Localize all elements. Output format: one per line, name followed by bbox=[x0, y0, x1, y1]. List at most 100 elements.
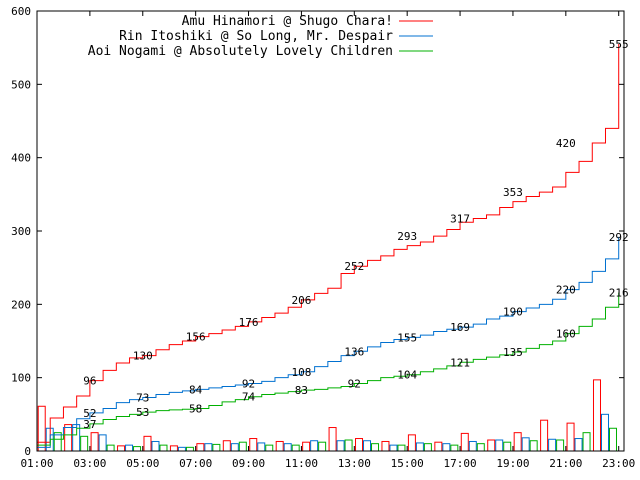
legend: Amu Hinamori @ Shugo Chara!Rin Itoshiki … bbox=[88, 14, 433, 59]
y-tick-label: 200 bbox=[11, 298, 31, 311]
bar bbox=[389, 444, 398, 452]
bar bbox=[159, 444, 168, 452]
data-label: 420 bbox=[556, 137, 576, 150]
bar bbox=[106, 444, 115, 452]
bar bbox=[407, 434, 416, 452]
bar bbox=[117, 445, 126, 452]
bar bbox=[415, 442, 424, 452]
bar bbox=[151, 440, 160, 452]
x-tick-label: 19:00 bbox=[496, 457, 529, 470]
bar bbox=[291, 444, 300, 452]
series-line bbox=[37, 236, 620, 448]
bar bbox=[275, 440, 284, 452]
bar bbox=[212, 443, 221, 452]
y-tick-label: 400 bbox=[11, 152, 31, 165]
data-label: 176 bbox=[239, 316, 259, 329]
data-label: 130 bbox=[133, 350, 153, 363]
bar bbox=[37, 405, 46, 452]
data-label: 92 bbox=[242, 378, 255, 391]
bar bbox=[328, 427, 337, 452]
bar bbox=[556, 439, 565, 452]
bar bbox=[521, 437, 530, 452]
bar bbox=[302, 441, 311, 452]
y-tick-label: 600 bbox=[11, 5, 31, 18]
bar bbox=[336, 440, 345, 452]
bar bbox=[249, 438, 258, 452]
data-label: 92 bbox=[348, 378, 361, 391]
axes-layer: 0 100 200 300 400 500 600 01:00 03:00 05:00 07:00 0… bbox=[11, 5, 635, 470]
bar bbox=[540, 419, 549, 452]
data-label: 135 bbox=[503, 346, 523, 359]
bar bbox=[265, 444, 274, 452]
data-label: 216 bbox=[609, 287, 629, 300]
data-label: 220 bbox=[556, 284, 576, 297]
bar bbox=[442, 443, 451, 452]
data-label: 83 bbox=[295, 384, 308, 397]
bar bbox=[257, 442, 266, 452]
bar bbox=[98, 434, 107, 452]
y-tick-label: 0 bbox=[24, 445, 31, 458]
bar bbox=[283, 443, 292, 452]
data-label: 121 bbox=[450, 356, 470, 369]
bar bbox=[310, 440, 319, 452]
bar bbox=[90, 432, 99, 452]
legend-label: Aoi Nogami @ Absolutely Lovely Children bbox=[88, 44, 393, 59]
bar bbox=[608, 427, 617, 452]
bar bbox=[363, 440, 372, 452]
bar bbox=[381, 440, 390, 452]
bar bbox=[80, 435, 89, 452]
bar bbox=[397, 444, 406, 452]
lines-layer bbox=[37, 44, 620, 448]
bar bbox=[423, 443, 432, 452]
data-label: 37 bbox=[83, 418, 96, 431]
bar bbox=[125, 444, 134, 452]
bar bbox=[230, 443, 239, 452]
x-tick-label: 09:00 bbox=[232, 457, 265, 470]
bar bbox=[143, 435, 152, 452]
data-label: 252 bbox=[344, 260, 364, 273]
data-label: 96 bbox=[83, 375, 96, 388]
data-label: 293 bbox=[397, 230, 417, 243]
bar bbox=[574, 438, 583, 452]
bar bbox=[434, 441, 443, 452]
bar bbox=[344, 439, 353, 452]
bar bbox=[460, 432, 469, 452]
data-label: 84 bbox=[189, 383, 203, 396]
data-label: 108 bbox=[291, 366, 311, 379]
bar bbox=[503, 441, 512, 452]
bar bbox=[513, 432, 522, 452]
y-tick-label: 100 bbox=[11, 372, 31, 385]
bar bbox=[371, 443, 380, 452]
y-tick-label: 300 bbox=[11, 225, 31, 238]
bar bbox=[529, 440, 538, 452]
series-line bbox=[37, 44, 620, 443]
bar bbox=[450, 444, 459, 452]
bar bbox=[238, 441, 247, 452]
x-tick-label: 21:00 bbox=[549, 457, 582, 470]
x-tick-label: 17:00 bbox=[444, 457, 477, 470]
bar bbox=[222, 440, 231, 452]
bar bbox=[548, 438, 557, 452]
y-tick-label: 500 bbox=[11, 78, 31, 91]
bar bbox=[600, 413, 609, 452]
bar bbox=[169, 445, 178, 452]
x-tick-label: 03:00 bbox=[73, 457, 106, 470]
bar bbox=[592, 379, 601, 452]
data-label: 206 bbox=[291, 294, 311, 307]
x-tick-label: 07:00 bbox=[179, 457, 212, 470]
bar bbox=[133, 446, 142, 452]
plot-frame bbox=[36, 10, 625, 452]
bar bbox=[582, 432, 591, 452]
data-label: 555 bbox=[609, 38, 629, 51]
series-line bbox=[37, 292, 620, 446]
data-label: 58 bbox=[189, 402, 202, 415]
bars-layer bbox=[37, 379, 617, 452]
legend-label: Rin Itoshiki @ So Long, Mr. Despair bbox=[119, 29, 393, 44]
legend-label: Amu Hinamori @ Shugo Chara! bbox=[182, 14, 393, 29]
bar bbox=[318, 441, 327, 452]
data-label: 53 bbox=[136, 406, 149, 419]
data-label: 160 bbox=[556, 328, 576, 341]
bar bbox=[204, 443, 213, 452]
bar bbox=[355, 438, 364, 452]
